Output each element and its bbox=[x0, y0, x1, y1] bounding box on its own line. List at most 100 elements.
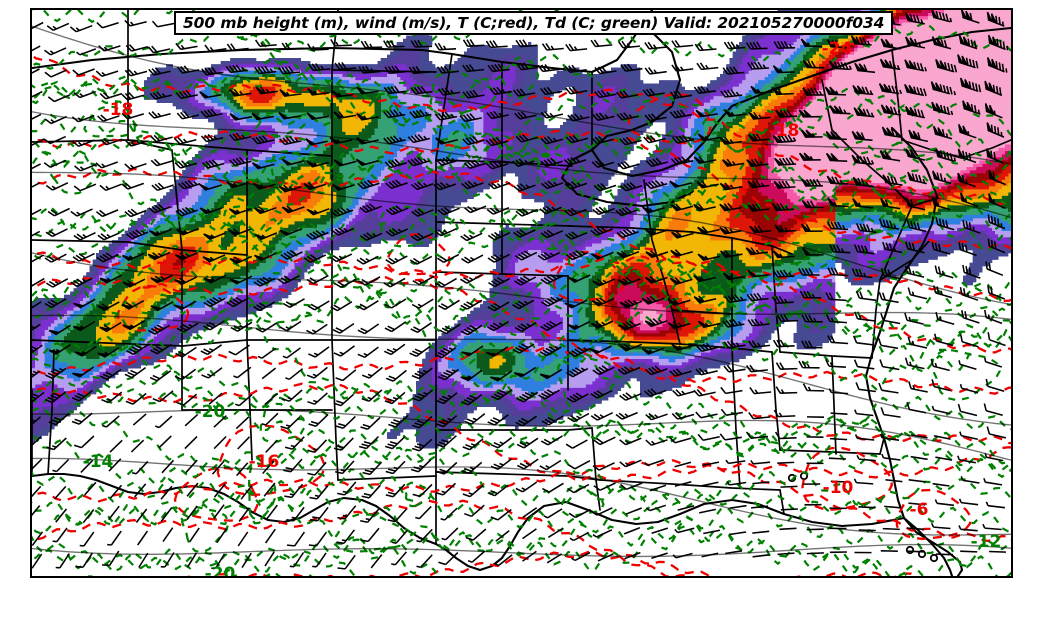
wind-barb bbox=[70, 277, 93, 287]
wind-barb bbox=[800, 129, 823, 138]
wind-barb bbox=[44, 115, 68, 125]
wind-barb bbox=[515, 208, 538, 217]
wind-barb bbox=[307, 43, 329, 51]
wind-barb bbox=[490, 458, 512, 471]
wind-barb bbox=[125, 140, 148, 147]
wind-barb bbox=[69, 24, 93, 33]
wind-barb bbox=[644, 275, 668, 284]
dewpoint-contour-line bbox=[32, 205, 1011, 311]
wind-barb bbox=[984, 357, 1003, 368]
wind-barb bbox=[435, 482, 457, 496]
wind-barb bbox=[462, 484, 484, 498]
dewpoint-contour-cell bbox=[181, 505, 230, 554]
wind-barb bbox=[935, 59, 958, 73]
wind-barb bbox=[487, 414, 509, 426]
wind-barb bbox=[592, 278, 616, 287]
wind-barb bbox=[121, 300, 145, 310]
wind-barb bbox=[32, 182, 40, 188]
wind-barb bbox=[959, 334, 979, 348]
wind-barb bbox=[361, 366, 383, 379]
wind-barb bbox=[672, 552, 693, 559]
wind-barb bbox=[385, 255, 408, 265]
wind-barb bbox=[361, 484, 381, 499]
wind-barb bbox=[959, 287, 979, 301]
wind-barb bbox=[32, 254, 44, 263]
wind-barb bbox=[590, 412, 614, 421]
wind-barb bbox=[134, 483, 147, 498]
wind-barb bbox=[410, 459, 432, 473]
wind-barb bbox=[213, 435, 227, 450]
wind-barb bbox=[513, 366, 537, 378]
wind-barb bbox=[749, 225, 772, 234]
wind-barb bbox=[208, 392, 223, 405]
wind-barb bbox=[701, 552, 719, 558]
wind-barb bbox=[720, 408, 744, 416]
wind-barb bbox=[370, 554, 383, 569]
wind-barb bbox=[879, 58, 901, 71]
wind-barb bbox=[357, 346, 379, 359]
wind-barb bbox=[987, 285, 1006, 300]
dewpoint-contour-cell bbox=[48, 160, 102, 196]
wind-barb bbox=[826, 38, 848, 49]
wind-barb bbox=[356, 255, 379, 265]
wind-barb bbox=[409, 255, 433, 265]
wind-barb bbox=[671, 343, 695, 351]
wind-barb bbox=[772, 250, 795, 259]
wind-barb bbox=[567, 320, 591, 331]
wind-barb bbox=[331, 183, 355, 191]
wind-barb bbox=[200, 108, 223, 118]
wind-barb bbox=[641, 206, 665, 214]
wind-barb bbox=[53, 485, 67, 500]
dewpoint-contour-cell bbox=[826, 178, 899, 242]
wind-barb bbox=[32, 391, 45, 403]
wind-barb bbox=[278, 66, 301, 75]
wind-barb bbox=[565, 134, 589, 144]
wind-barb bbox=[76, 48, 97, 56]
wind-barb bbox=[957, 172, 976, 188]
coastline-path bbox=[32, 10, 654, 74]
wind-barb bbox=[725, 459, 746, 465]
wind-barb bbox=[356, 300, 379, 311]
wind-barb bbox=[959, 384, 979, 394]
wind-barb bbox=[383, 109, 406, 119]
wind-barb bbox=[186, 552, 198, 568]
wind-barb bbox=[512, 343, 535, 354]
wind-barb bbox=[958, 124, 977, 139]
wind-barb bbox=[383, 135, 406, 145]
wind-barb bbox=[332, 322, 355, 334]
wind-barb bbox=[385, 227, 409, 237]
wind-barb bbox=[697, 253, 721, 261]
wind-barb bbox=[985, 501, 1005, 509]
wind-barb bbox=[932, 125, 953, 140]
wind-barb bbox=[358, 65, 381, 74]
wind-barb bbox=[801, 247, 824, 256]
wind-barb bbox=[567, 483, 590, 494]
wind-barb bbox=[591, 297, 615, 307]
state-border-path bbox=[47, 349, 55, 475]
wind-barb bbox=[880, 407, 901, 418]
dewpoint-contour-cell bbox=[536, 151, 586, 195]
wind-barb bbox=[905, 106, 925, 119]
wind-barb bbox=[695, 367, 718, 376]
wind-barb bbox=[410, 181, 434, 191]
wind-barb bbox=[984, 103, 1003, 119]
state-border-path bbox=[961, 139, 1011, 159]
wind-barb bbox=[383, 39, 405, 48]
wind-barb bbox=[462, 438, 484, 451]
wind-barb bbox=[907, 527, 925, 531]
wind-barb bbox=[515, 415, 538, 427]
wind-barb bbox=[436, 65, 459, 74]
wind-barb bbox=[188, 527, 200, 543]
wind-barb bbox=[72, 252, 95, 262]
contour-label: -24 bbox=[822, 39, 853, 59]
wind-barb bbox=[337, 554, 356, 570]
wind-barb bbox=[55, 508, 68, 523]
wind-barb bbox=[330, 38, 352, 47]
wind-barb bbox=[777, 461, 795, 464]
wind-barb bbox=[776, 314, 799, 323]
wind-barb bbox=[487, 301, 510, 312]
wind-barb bbox=[985, 261, 1004, 277]
wind-barb bbox=[827, 197, 849, 208]
wind-barb bbox=[331, 89, 354, 98]
